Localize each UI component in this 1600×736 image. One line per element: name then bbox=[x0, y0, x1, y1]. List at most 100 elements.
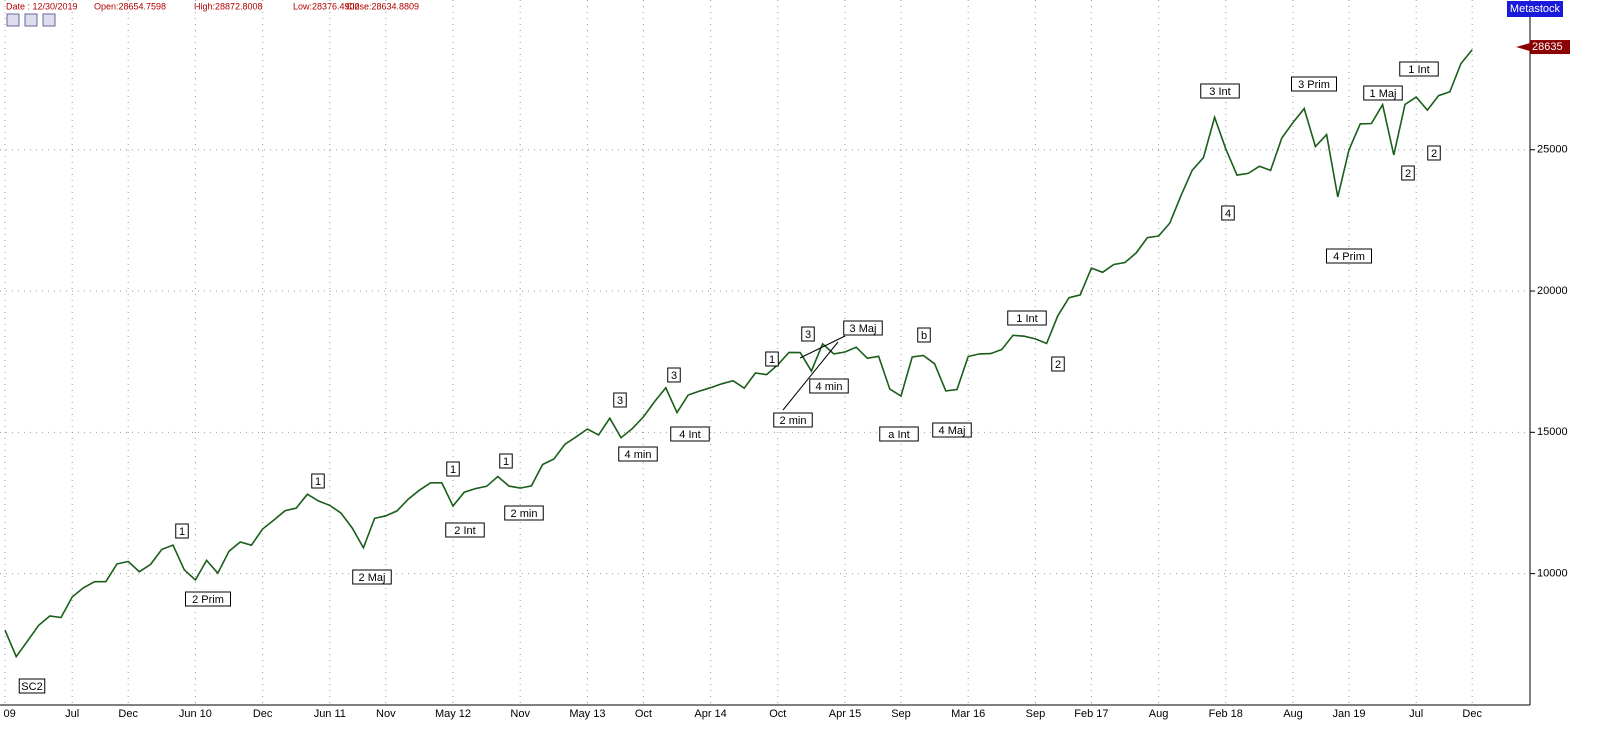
wave-label-box bbox=[765, 351, 779, 367]
wave-label-box bbox=[175, 523, 189, 539]
x-tick-label: Dec bbox=[1462, 708, 1482, 720]
toolbar-icons[interactable] bbox=[6, 13, 56, 27]
wave-label-box bbox=[773, 412, 813, 428]
wave-label: 3 Maj bbox=[850, 323, 877, 335]
wave-label: 2 min bbox=[511, 508, 538, 520]
wave-label: 3 Prim bbox=[1298, 79, 1330, 91]
price-line bbox=[4, 49, 1473, 659]
wave-label-box bbox=[1291, 76, 1337, 92]
x-tick-label: Jun 11 bbox=[314, 708, 346, 720]
wave-label: 1 bbox=[179, 526, 185, 538]
icon[interactable] bbox=[6, 13, 20, 27]
x-tick-label: May 13 bbox=[569, 708, 605, 720]
wave-label-box bbox=[670, 426, 710, 442]
x-tick-label: Jul bbox=[65, 708, 79, 720]
wave-label-box bbox=[843, 320, 883, 336]
y-tick-label: 25000 bbox=[1537, 144, 1568, 156]
header-open: Open:28654.7598 bbox=[94, 1, 166, 11]
wave-label-box bbox=[1399, 61, 1439, 77]
wave-label: 2 bbox=[1431, 148, 1437, 160]
wave-label-box bbox=[618, 446, 658, 462]
wave-label: 3 bbox=[617, 395, 623, 407]
wave-label: 1 bbox=[450, 464, 456, 476]
wave-label: 3 bbox=[671, 370, 677, 382]
header-date: Date : 12/30/2019 bbox=[6, 1, 78, 11]
wave-label: 4 min bbox=[625, 449, 652, 461]
wave-label: 4 min bbox=[816, 381, 843, 393]
x-tick-label: Aug bbox=[1149, 708, 1169, 720]
last-price-label: 28635 bbox=[1532, 41, 1563, 53]
wave-label-box bbox=[352, 569, 392, 585]
wave-label: 4 Prim bbox=[1333, 251, 1365, 263]
wave-label: 1 Maj bbox=[1370, 88, 1397, 100]
wave-label: 2 Int bbox=[454, 525, 475, 537]
wave-label-box bbox=[499, 453, 513, 469]
header-close: Close:28634.8809 bbox=[346, 1, 419, 11]
wave-label-box bbox=[1221, 205, 1235, 221]
wave-label-box bbox=[1363, 85, 1403, 101]
x-tick-label: Feb 17 bbox=[1074, 708, 1108, 720]
wave-label: a Int bbox=[888, 429, 909, 441]
wave-label-box bbox=[1401, 165, 1415, 181]
wave-label: 2 Maj bbox=[359, 572, 386, 584]
wave-label-box bbox=[1427, 145, 1441, 161]
wave-label: 3 bbox=[805, 329, 811, 341]
wave-label-box bbox=[1326, 248, 1372, 264]
x-tick-label: Aug bbox=[1283, 708, 1303, 720]
wave-label: 1 bbox=[769, 354, 775, 366]
wave-label-box bbox=[185, 591, 231, 607]
wave-label-box bbox=[18, 678, 46, 694]
wave-label: 4 bbox=[1225, 208, 1231, 220]
wave-label-box bbox=[445, 522, 485, 538]
wave-label-box bbox=[809, 378, 849, 394]
y-tick-label: 20000 bbox=[1537, 285, 1568, 297]
x-tick-label: Mar 16 bbox=[951, 708, 985, 720]
wave-label: 1 Int bbox=[1016, 313, 1037, 325]
wave-label: SC2 bbox=[21, 681, 42, 693]
wave-label-box bbox=[932, 422, 972, 438]
wave-label: 2 min bbox=[780, 415, 807, 427]
last-price-badge bbox=[1530, 40, 1570, 55]
x-tick-label: Oct bbox=[635, 708, 652, 720]
x-tick-label: Oct bbox=[769, 708, 786, 720]
x-tick-label: Sep bbox=[891, 708, 911, 720]
x-tick-label: Nov bbox=[376, 708, 396, 720]
wave-label-box bbox=[917, 327, 931, 343]
wave-label: 4 Int bbox=[679, 429, 700, 441]
x-tick-label: Dec bbox=[118, 708, 138, 720]
x-tick-label: n 09 bbox=[0, 708, 16, 720]
wave-label-box bbox=[801, 326, 815, 342]
icon[interactable] bbox=[42, 13, 56, 27]
wave-label: 1 bbox=[315, 476, 321, 488]
last-price-arrow bbox=[1516, 43, 1530, 52]
icon[interactable] bbox=[24, 13, 38, 27]
wave-label: 4 Maj bbox=[939, 425, 966, 437]
wave-label-box bbox=[1007, 310, 1047, 326]
wave-label: 2 Prim bbox=[192, 594, 224, 606]
x-tick-label: Dec bbox=[253, 708, 273, 720]
x-tick-label: Jul bbox=[1409, 708, 1423, 720]
wave-label-box bbox=[613, 392, 627, 408]
wave-label: 2 bbox=[1055, 359, 1061, 371]
header-low: Low:28376.4902 bbox=[293, 1, 360, 11]
wave-label: b bbox=[921, 330, 927, 342]
wave-label: 3 Int bbox=[1209, 86, 1230, 98]
wave-label-box bbox=[446, 461, 460, 477]
y-tick-label: 15000 bbox=[1537, 426, 1568, 438]
wave-label-box bbox=[1200, 83, 1240, 99]
wave-label-box bbox=[311, 473, 325, 489]
wave-label-box bbox=[504, 505, 544, 521]
brand-badge bbox=[1507, 1, 1563, 17]
wave-label: 2 bbox=[1405, 168, 1411, 180]
x-tick-label: Jan 19 bbox=[1332, 708, 1365, 720]
x-tick-label: Sep bbox=[1026, 708, 1046, 720]
y-tick-label: 10000 bbox=[1537, 568, 1568, 580]
header-high: High:28872.8008 bbox=[194, 1, 263, 11]
x-tick-label: Jun 10 bbox=[179, 708, 212, 720]
wave-label-box bbox=[879, 426, 919, 442]
trend-line bbox=[782, 341, 839, 411]
x-tick-label: Nov bbox=[510, 708, 530, 720]
wave-label: 1 Int bbox=[1408, 64, 1429, 76]
